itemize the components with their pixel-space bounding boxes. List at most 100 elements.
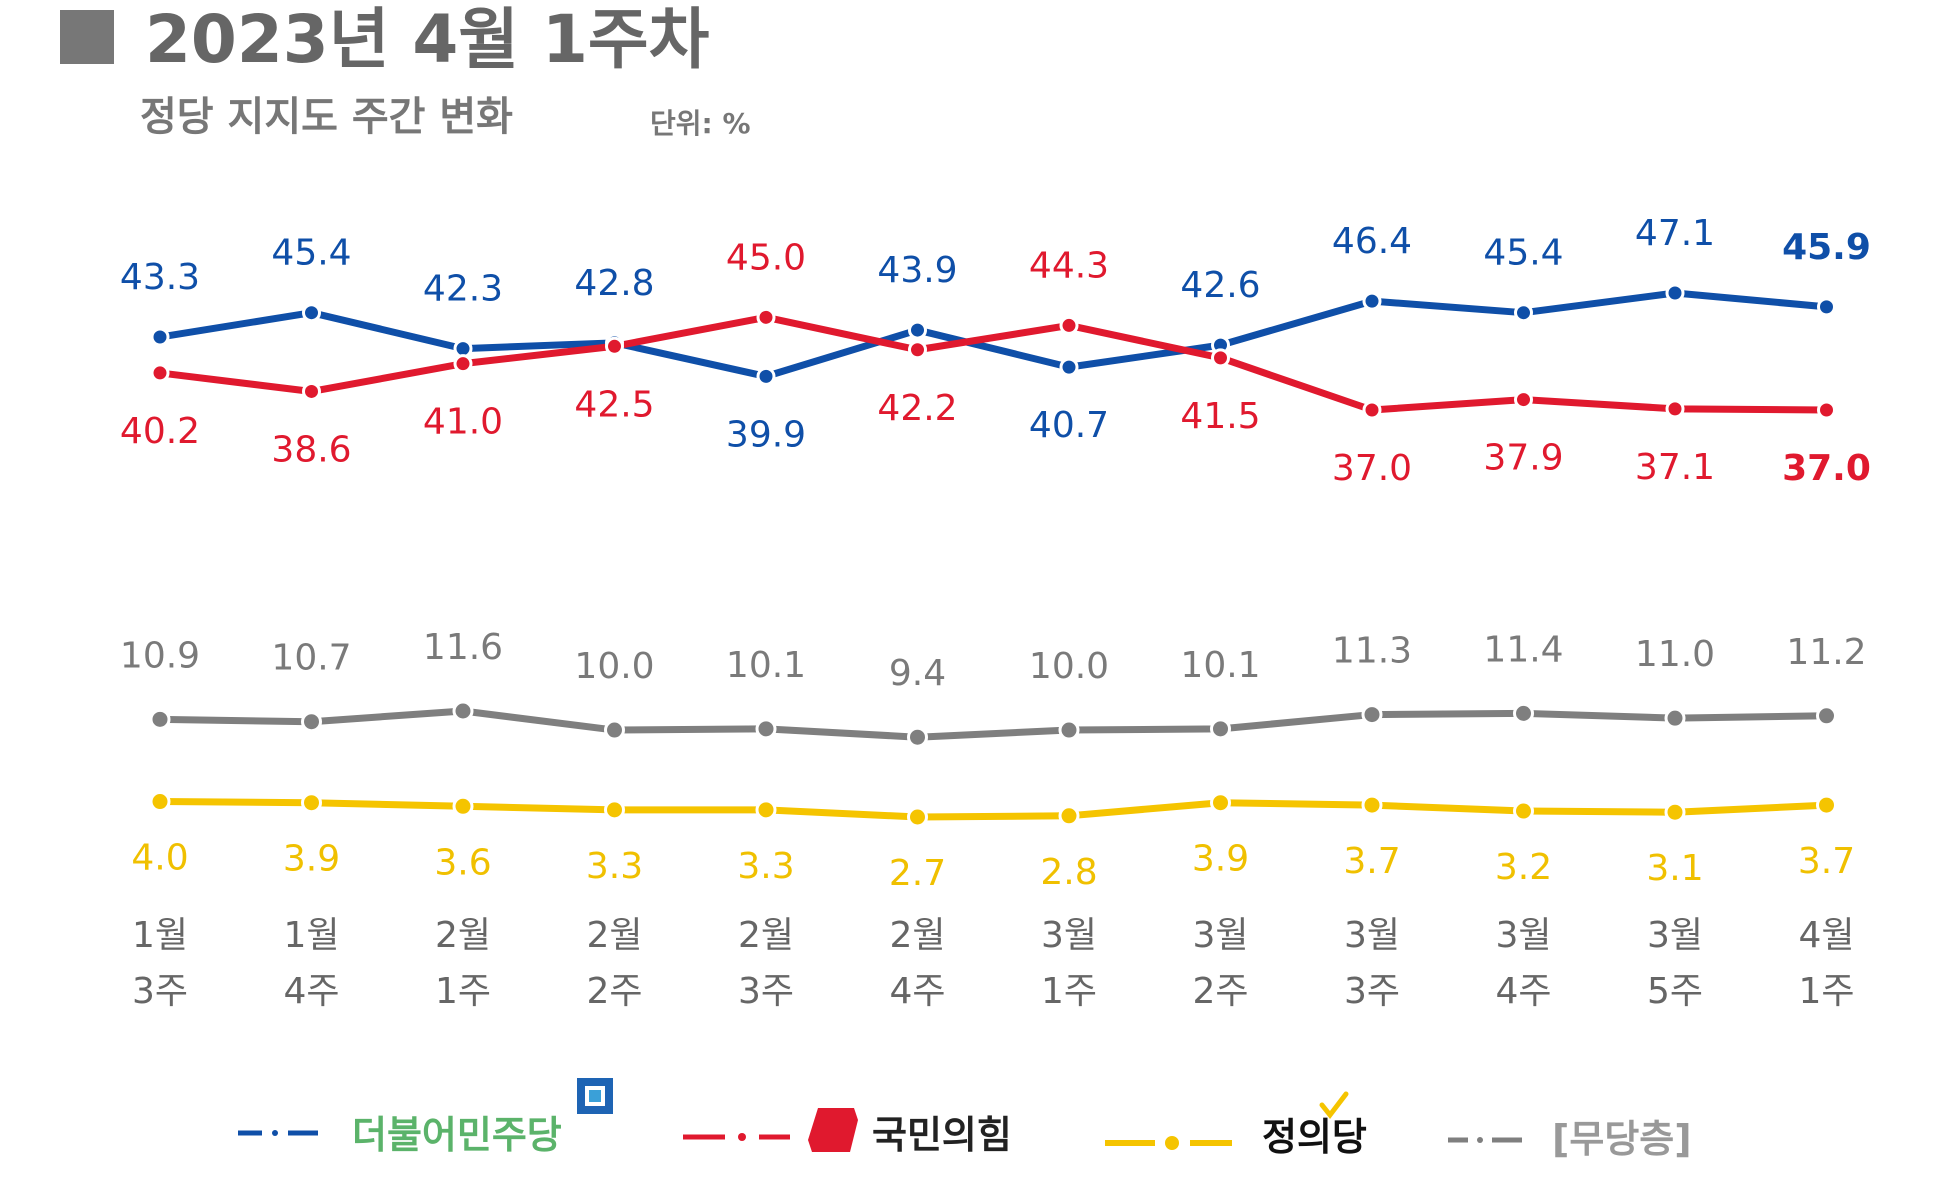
data-point-justice xyxy=(755,799,777,821)
series-line-ppp xyxy=(156,313,1830,414)
data-label-independent: 11.4 xyxy=(1483,629,1563,670)
justice-check-icon xyxy=(1319,1091,1349,1120)
data-label-independent: 10.9 xyxy=(120,635,200,676)
data-label-ppp: 45.0 xyxy=(726,237,806,278)
category-month-label: 3월 xyxy=(1192,915,1248,956)
data-point-independent xyxy=(755,718,777,740)
data-point-justice xyxy=(1816,794,1837,816)
category-month-label: 1월 xyxy=(283,915,339,956)
category-month-label: 1월 xyxy=(132,915,188,956)
category-month-label: 2월 xyxy=(738,915,794,956)
data-point-justice xyxy=(1664,801,1686,823)
data-label-independent: 11.3 xyxy=(1332,631,1412,672)
data-point-justice xyxy=(301,792,322,814)
data-point-ppp xyxy=(756,307,776,327)
data-point-democratic xyxy=(1665,283,1685,303)
data-label-democratic: 42.8 xyxy=(574,263,654,304)
data-point-democratic xyxy=(1362,291,1382,311)
category-week-label: 2주 xyxy=(1192,971,1248,1012)
legend-item-democratic: 더불어민주당 xyxy=(238,1078,613,1157)
data-label-justice: 3.3 xyxy=(586,846,643,887)
data-label-democratic: 43.9 xyxy=(877,250,957,291)
legend-label-independent: [무당층] xyxy=(1552,1117,1692,1161)
legend-item-independent: [무당층] xyxy=(1448,1117,1692,1161)
category-week-label: 4주 xyxy=(283,971,339,1012)
data-label-justice: 3.7 xyxy=(1343,841,1400,882)
series-line-justice xyxy=(156,798,1830,821)
legend-item-ppp: 국민의힘 xyxy=(683,1108,1012,1157)
data-label-democratic: 45.9 xyxy=(1782,227,1871,268)
data-point-ppp xyxy=(150,363,170,383)
data-label-justice: 3.1 xyxy=(1646,848,1703,889)
data-point-ppp xyxy=(302,381,321,401)
data-label-ppp: 41.0 xyxy=(423,402,503,443)
x-axis-categories: 1월 3주 1월 4주 2월 1주 2월 2주 2월 3주 2월 4주 3월 1주 3월 2주 3월 3주 3월 4주… xyxy=(132,915,1855,1012)
data-label-ppp: 40.2 xyxy=(120,411,200,452)
data-point-democratic xyxy=(1059,357,1079,377)
data-point-independent xyxy=(149,708,171,730)
data-point-justice xyxy=(907,806,928,828)
data-point-independent xyxy=(452,700,474,722)
data-label-democratic: 45.4 xyxy=(1483,233,1563,274)
legend-label-justice: 정의당 xyxy=(1262,1115,1367,1159)
series-line-democratic xyxy=(156,289,1830,380)
chart-subtitle: 정당 지지도 주간 변화 xyxy=(140,94,513,140)
data-label-justice: 2.8 xyxy=(1040,852,1097,893)
data-label-ppp: 37.9 xyxy=(1483,438,1563,479)
data-label-justice: 3.2 xyxy=(1495,847,1552,888)
data-label-independent: 11.0 xyxy=(1635,634,1715,675)
series-line-independent xyxy=(156,707,1830,741)
data-label-justice: 3.6 xyxy=(434,842,491,883)
data-point-justice xyxy=(1058,805,1080,827)
category-week-label: 4주 xyxy=(1495,971,1551,1012)
data-point-ppp xyxy=(908,340,927,360)
title-square-icon xyxy=(60,10,114,64)
data-point-ppp xyxy=(453,354,473,374)
data-label-justice: 3.9 xyxy=(1192,839,1249,880)
data-point-ppp xyxy=(605,336,624,356)
data-label-independent: 11.2 xyxy=(1786,632,1866,673)
data-label-ppp: 37.1 xyxy=(1635,447,1715,488)
data-label-ppp: 42.5 xyxy=(574,384,654,425)
democratic-logo-core xyxy=(589,1090,601,1102)
data-label-justice: 3.7 xyxy=(1798,841,1855,882)
data-label-ppp: 37.0 xyxy=(1782,448,1871,489)
data-point-ppp xyxy=(1514,390,1533,410)
data-point-independent xyxy=(301,711,322,733)
category-week-label: 1주 xyxy=(1798,971,1854,1012)
data-point-democratic xyxy=(302,303,321,323)
category-month-label: 3월 xyxy=(1041,915,1097,956)
data-point-independent xyxy=(1513,702,1534,724)
data-point-independent xyxy=(1361,704,1383,726)
data-label-democratic: 42.3 xyxy=(423,269,503,310)
data-point-ppp xyxy=(1362,400,1382,420)
category-week-label: 3주 xyxy=(132,971,188,1012)
data-label-ppp: 42.2 xyxy=(877,388,957,429)
legend-dot-justice xyxy=(1163,1134,1181,1152)
data-label-ppp: 38.6 xyxy=(271,429,351,470)
page-title: 2023년 4월 1주차 xyxy=(145,1,709,78)
unit-label: 단위: % xyxy=(650,107,751,140)
data-point-justice xyxy=(1361,794,1383,816)
data-label-democratic: 42.6 xyxy=(1180,265,1260,306)
data-label-ppp: 41.5 xyxy=(1180,396,1260,437)
data-point-independent xyxy=(1816,705,1837,727)
data-point-independent xyxy=(1664,707,1686,729)
data-point-justice xyxy=(452,795,474,817)
data-point-democratic xyxy=(150,327,170,347)
data-point-justice xyxy=(604,799,625,821)
data-label-independent: 10.1 xyxy=(726,645,806,686)
data-point-democratic xyxy=(1817,297,1836,317)
data-label-justice: 3.9 xyxy=(283,839,340,880)
data-point-ppp xyxy=(1059,315,1079,335)
data-point-democratic xyxy=(756,366,776,386)
data-label-ppp: 44.3 xyxy=(1029,245,1109,286)
category-month-label: 2월 xyxy=(435,915,491,956)
data-label-ppp: 37.0 xyxy=(1332,448,1412,489)
data-point-independent xyxy=(1058,719,1080,741)
legend-dot-democratic xyxy=(272,1130,278,1136)
category-week-label: 1주 xyxy=(435,971,491,1012)
data-point-democratic xyxy=(908,320,927,340)
plot-area: 43.3 45.4 42.3 42.8 39.9 43.9 40.7 42.6 46.4 45.4… xyxy=(120,213,1871,894)
